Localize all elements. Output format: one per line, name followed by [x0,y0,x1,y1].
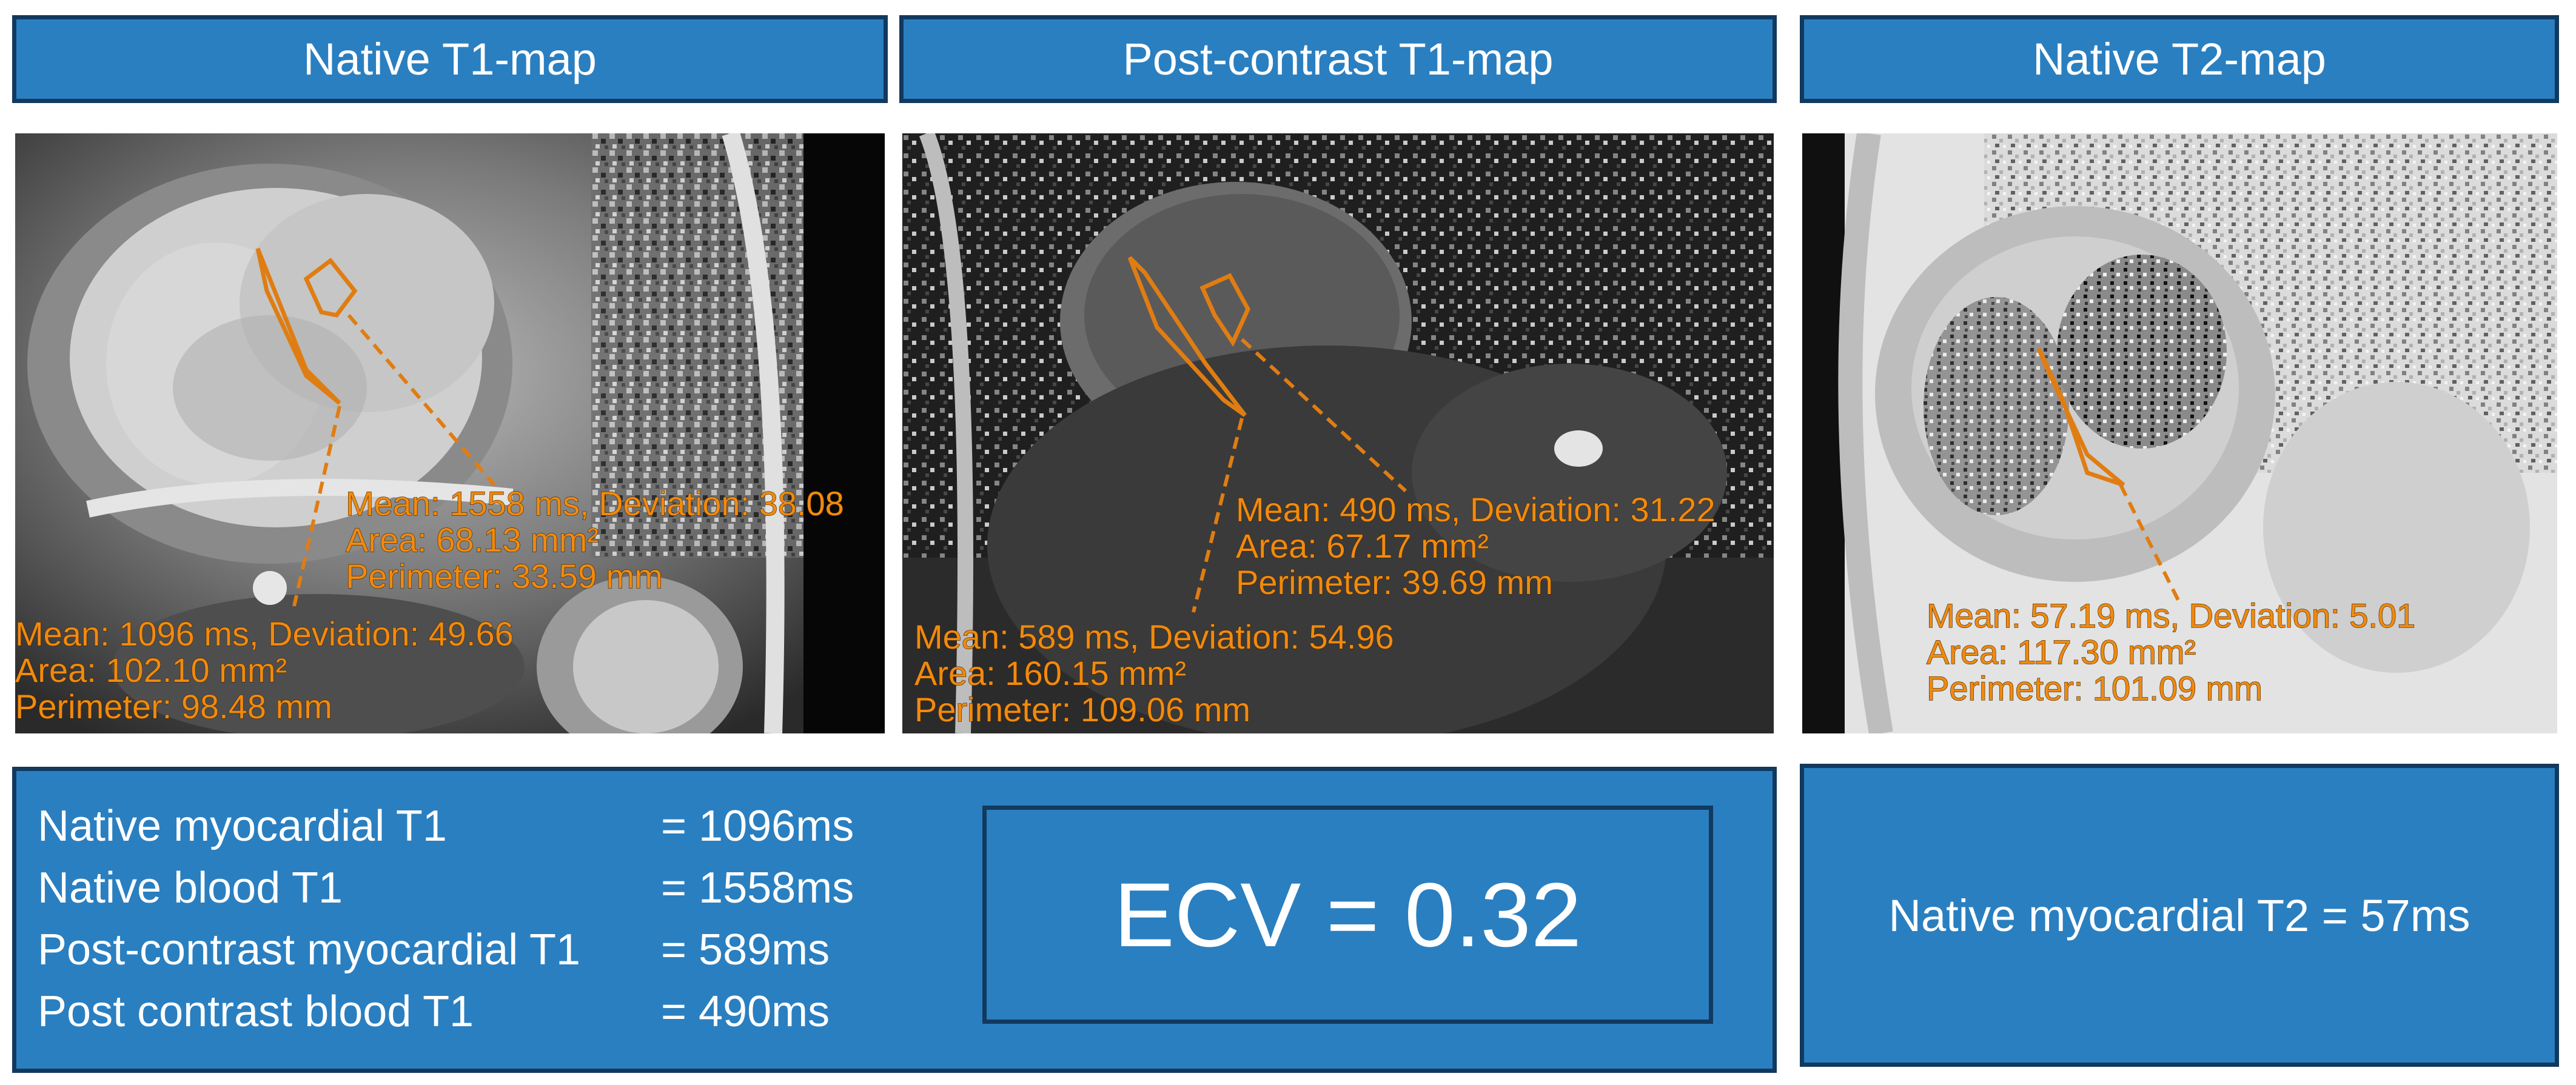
header-native-t2-label: Native T2-map [2033,34,2326,84]
header-native-t1-label: Native T1-map [303,34,597,84]
roi-blood-leader [1240,338,1407,493]
roi-blood-area: Area: 67.17 mm² [1236,527,1489,565]
native-t2-map-image: Mean: 57.19 ms, Deviation: 5.01 Area: 11… [1802,133,2557,733]
result-value: = 589ms [661,926,830,974]
post-contrast-t1-map-image: Mean: 490 ms, Deviation: 31.22 Area: 67.… [902,133,1774,733]
result-value: = 1558ms [661,864,854,912]
result-row: Native blood T1 [38,863,343,913]
roi-myocardium-contour [2036,347,2125,487]
t1-results-box: Native myocardial T1 = 1096ms Native blo… [12,767,1777,1073]
result-label: Native myocardial T1 [38,802,447,850]
result-label: Post contrast blood T1 [38,987,474,1036]
roi-blood-perimeter: Perimeter: 39.69 mm [1236,563,1553,601]
roi-myocardium-contour [1127,256,1247,417]
roi-blood-leader [347,314,496,486]
roi-myocardium-area: Area: 102.10 mm² [15,651,287,689]
roi-myocardium-perimeter: Perimeter: 101.09 mm [1927,669,2262,707]
roi-blood-contour [1199,273,1250,347]
roi-blood-perimeter: Perimeter: 33.59 mm [346,557,663,595]
roi-myocardium-leader [292,406,341,607]
roi-myocardium-contour [255,247,341,405]
header-post-contrast-t1-label: Post-contrast T1-map [1122,34,1554,84]
roi-blood-area: Area: 68.13 mm² [346,521,599,559]
native-t1-map-image: Mean: 1558 ms, Deviation: 38.08 Area: 68… [15,133,885,733]
ecv-value: ECV = 0.32 [1113,863,1582,966]
roi-myocardium-leader [2119,484,2180,601]
roi-myocardium-mean: Mean: 1096 ms, Deviation: 49.66 [15,615,514,653]
t2-result-text: Native myocardial T2 = 57ms [1888,890,2470,941]
roi-myocardium-area: Area: 160.15 mm² [914,654,1186,692]
roi-blood-mean: Mean: 1558 ms, Deviation: 38.08 [346,484,844,522]
t2-result: Native myocardial T2 = 57ms [1804,768,2555,1063]
header-post-contrast-t1-map: Post-contrast T1-map [899,15,1777,103]
result-label: Native blood T1 [38,864,343,912]
result-row: Post contrast blood T1 [38,987,474,1037]
result-label: Post-contrast myocardial T1 [38,926,581,974]
roi-myocardium-mean: Mean: 57.19 ms, Deviation: 5.01 [1927,596,2415,635]
roi-myocardium-leader [1192,418,1244,613]
roi-myocardium-perimeter: Perimeter: 109.06 mm [914,690,1250,729]
roi-myocardium-mean: Mean: 589 ms, Deviation: 54.96 [914,618,1394,656]
result-value: = 1096ms [661,802,854,850]
result-row: Post-contrast myocardial T1 [38,925,580,975]
result-value: = 490ms [661,987,830,1036]
result-row: Native myocardial T1 [38,801,447,851]
roi-myocardium-perimeter: Perimeter: 98.48 mm [15,687,332,726]
header-native-t2-map: Native T2-map [1800,15,2559,103]
roi-myocardium-area: Area: 117.30 mm² [1927,633,2196,671]
ecv-result-box: ECV = 0.32 [982,806,1713,1024]
roi-blood-contour [303,258,358,318]
header-native-t1-map: Native T1-map [12,15,888,103]
t2-results-box: Native myocardial T2 = 57ms [1800,764,2559,1067]
roi-blood-mean: Mean: 490 ms, Deviation: 31.22 [1236,490,1716,529]
